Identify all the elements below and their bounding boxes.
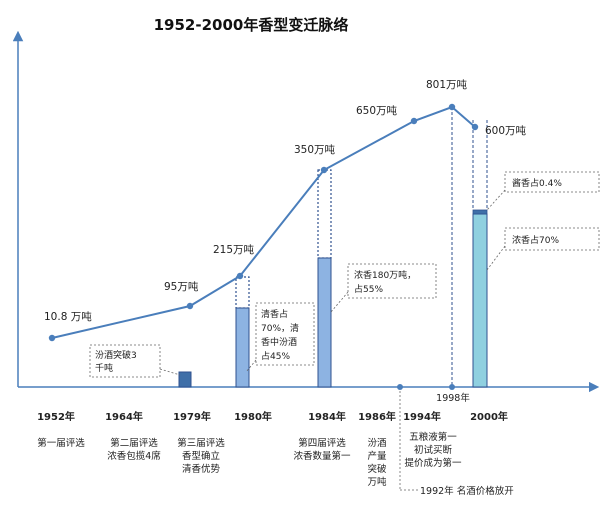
- bar-1979: [178, 371, 192, 388]
- callout-text: 香中汾酒: [261, 336, 297, 348]
- point-1952: [48, 334, 56, 342]
- callout-leader: [486, 245, 506, 271]
- callout-leader: [330, 291, 349, 313]
- event-1979: 清香优势: [182, 463, 221, 475]
- callout-jiang2000: [504, 171, 600, 193]
- callout-text: 清香占: [261, 308, 288, 320]
- event-1986: 万吨: [367, 476, 387, 488]
- callout-fenjiu: [89, 344, 161, 378]
- year-label: 2000年: [470, 410, 508, 423]
- chart-title: 1952-2000年香型变迁脉络: [154, 16, 349, 34]
- point-1994: [410, 117, 418, 125]
- callout-qingxiang: [255, 302, 315, 366]
- event-1986: 突破: [367, 463, 387, 475]
- point-1998: [448, 103, 456, 111]
- year-label: 1984年: [308, 410, 346, 423]
- value-label: 95万吨: [164, 280, 199, 293]
- event-1984: 第四届评选: [298, 437, 346, 449]
- event-1986: 产量: [367, 450, 387, 462]
- year-label: 1980年: [234, 410, 272, 423]
- event-1964: 第二届评选: [110, 437, 158, 449]
- point-1984: [320, 166, 328, 174]
- bar-2000-jiang: [472, 209, 488, 215]
- event-1964: 浓香包揽4席: [107, 450, 161, 462]
- year-label: 1994年: [403, 410, 441, 423]
- callout-leader: [486, 189, 506, 211]
- event-1984: 浓香数量第一: [293, 450, 351, 462]
- value-label: 215万吨: [213, 243, 255, 256]
- value-label: 350万吨: [294, 143, 336, 156]
- callout-text: 浓香占70%: [512, 234, 559, 246]
- callout-nong2000: [504, 227, 600, 251]
- event-1952: 第一届评选: [37, 437, 85, 449]
- value-label: 650万吨: [356, 104, 398, 117]
- bar-1980: [235, 307, 250, 388]
- year-label: 1979年: [173, 410, 211, 423]
- event-1979: 第三届评选: [177, 437, 225, 449]
- event-1979: 香型确立: [182, 450, 220, 462]
- point-1998-axis: [449, 384, 455, 390]
- callout-text: 酱香占0.4%: [512, 177, 562, 189]
- callout-text: 汾酒突破3: [95, 349, 137, 361]
- event-1994: 提价成为第一: [404, 457, 462, 469]
- point-1979: [186, 302, 194, 310]
- point-1992: [397, 384, 403, 390]
- event-1994: 初试买断: [414, 444, 453, 456]
- callout-text: 千吨: [95, 362, 113, 374]
- callout-text: 浓香180万吨，: [354, 269, 416, 281]
- value-label: 10.8 万吨: [44, 310, 92, 323]
- year-label: 1952年: [37, 410, 75, 423]
- event-1992: 1992年 名酒价格放开: [420, 485, 514, 497]
- point-1980: [236, 272, 244, 280]
- year-label: 1964年: [105, 410, 143, 423]
- callout-leader: [245, 359, 257, 373]
- bar-2000: [472, 213, 488, 388]
- callout-nong1984: [347, 263, 437, 299]
- callout-text: 占45%: [261, 350, 290, 362]
- callout-text: 70%，清: [261, 322, 299, 334]
- callout-leader: [159, 368, 181, 376]
- year-label: 1986年: [358, 410, 396, 423]
- bar-1980-extension: [235, 276, 250, 309]
- year-1998-label: 1998年: [436, 392, 470, 404]
- bar-1984: [317, 257, 332, 388]
- bar-1984-extension: [317, 169, 332, 259]
- value-label: 801万吨: [426, 78, 468, 91]
- event-1994: 五粮液第一: [409, 431, 457, 443]
- value-label: 600万吨: [485, 124, 527, 137]
- event-1986: 汾酒: [367, 438, 387, 449]
- point-2000: [471, 123, 479, 131]
- callout-text: 占55%: [354, 283, 383, 295]
